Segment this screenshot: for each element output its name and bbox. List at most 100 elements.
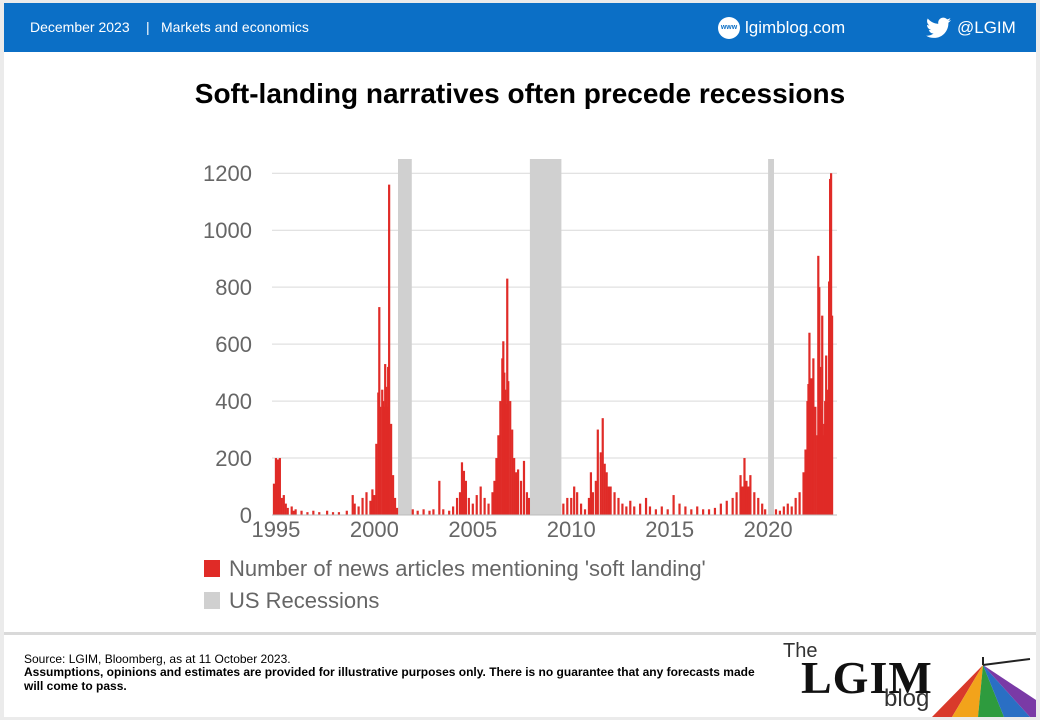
twitter-handle-link[interactable]: @LGIM [957,18,1016,37]
article-count-bar [696,506,699,515]
article-count-bar [731,497,734,515]
article-count-bar [294,509,297,515]
article-count-bar [464,480,468,515]
article-count-bar [607,486,610,515]
article-count-bar [278,458,281,515]
article-count-bar [411,509,414,515]
article-count-bar [599,452,602,515]
article-count-bar [591,492,594,515]
article-count-bar [491,492,494,515]
article-count-bar [326,510,329,515]
article-count-bar [573,486,576,515]
article-count-bar [432,509,435,515]
recession-band [529,159,562,515]
article-count-bar [527,497,531,515]
header-separator: | [146,19,150,35]
header-date: December 2023 [30,19,130,35]
article-count-bar [467,497,470,515]
article-count-bar [448,510,451,515]
article-count-bar [617,497,620,515]
article-count-bar [621,503,624,515]
article-count-bar [353,503,356,515]
y-tick-label: 200 [215,446,252,471]
slide-frame [4,3,1036,717]
article-count-bar [782,506,785,515]
article-count-bar [778,510,782,515]
article-count-bar [587,497,591,515]
legend-label: US Recessions [229,588,379,613]
article-count-bar [633,506,636,515]
article-count-bar [460,462,464,515]
article-count-bar [483,497,486,515]
article-count-bar [300,510,303,515]
article-count-bar [684,506,687,515]
y-tick-label: 400 [215,389,252,414]
article-count-bar [579,503,583,515]
x-tick-label: 2005 [448,517,497,542]
article-count-bar [576,492,579,515]
article-count-bar [774,509,778,515]
article-count-bar [522,460,526,515]
article-count-bar [672,495,675,515]
chart-title: Soft-landing narratives often precede re… [194,78,846,109]
article-count-bar [794,497,797,515]
article-count-bar [753,492,756,515]
article-count-bar [666,509,669,515]
article-count-bar [306,512,309,515]
article-count-bar [331,512,335,515]
article-count-bar [601,418,604,515]
logo-the-text: The [783,640,818,662]
top-banner: December 2023 | Markets and economics ww… [4,3,1036,52]
article-count-bar [509,401,512,515]
article-count-bar [739,475,742,515]
article-count-bar [654,509,657,515]
article-count-bar [290,506,293,515]
article-count-bar [814,406,817,515]
article-count-bar [609,486,612,515]
article-count-bar [802,472,805,515]
article-count-bar [458,492,462,515]
article-count-bar [499,401,502,515]
article-count-bar [511,429,514,515]
article-count-bar [280,497,283,515]
y-tick-label: 1000 [203,218,252,243]
blog-site-link[interactable]: lgimblog.com [745,18,846,37]
article-count-bar [570,497,573,515]
article-count-bar [644,497,648,515]
article-count-bar [276,459,280,515]
article-count-bar [660,506,663,515]
article-count-bar [312,510,315,515]
article-count-bar [515,472,518,515]
article-count-bar [393,497,397,515]
article-count-bar [613,492,616,515]
twitter-bird-icon [926,17,951,38]
article-count-bar [790,506,793,515]
article-count-bar [507,381,510,515]
article-count-bar [462,470,466,515]
article-count-bar [416,510,419,515]
article-count-bar [379,406,382,515]
article-count-bar [525,492,529,515]
article-count-bar [318,512,321,515]
article-count-bar [629,500,632,515]
article-count-bar [745,480,748,515]
legend-swatch [204,592,220,609]
article-count-bar [493,480,496,515]
article-count-bar [337,512,341,515]
article-count-bar [757,497,760,515]
article-count-bar [495,458,498,515]
rainbow-umbrella-icon [932,657,1036,717]
x-tick-label: 2000 [350,517,399,542]
article-count-bar [725,500,728,515]
article-count-bar [786,503,789,515]
article-count-bar [497,435,500,515]
www-globe-icon: www [718,17,740,39]
x-tick-label: 2015 [645,517,694,542]
article-count-bar [452,506,455,515]
article-count-bar [272,483,276,515]
article-count-bar [566,497,569,515]
y-tick-label: 800 [215,275,252,300]
article-count-bar [810,378,813,515]
article-count-bar [741,486,744,515]
y-tick-label: 0 [240,503,252,528]
